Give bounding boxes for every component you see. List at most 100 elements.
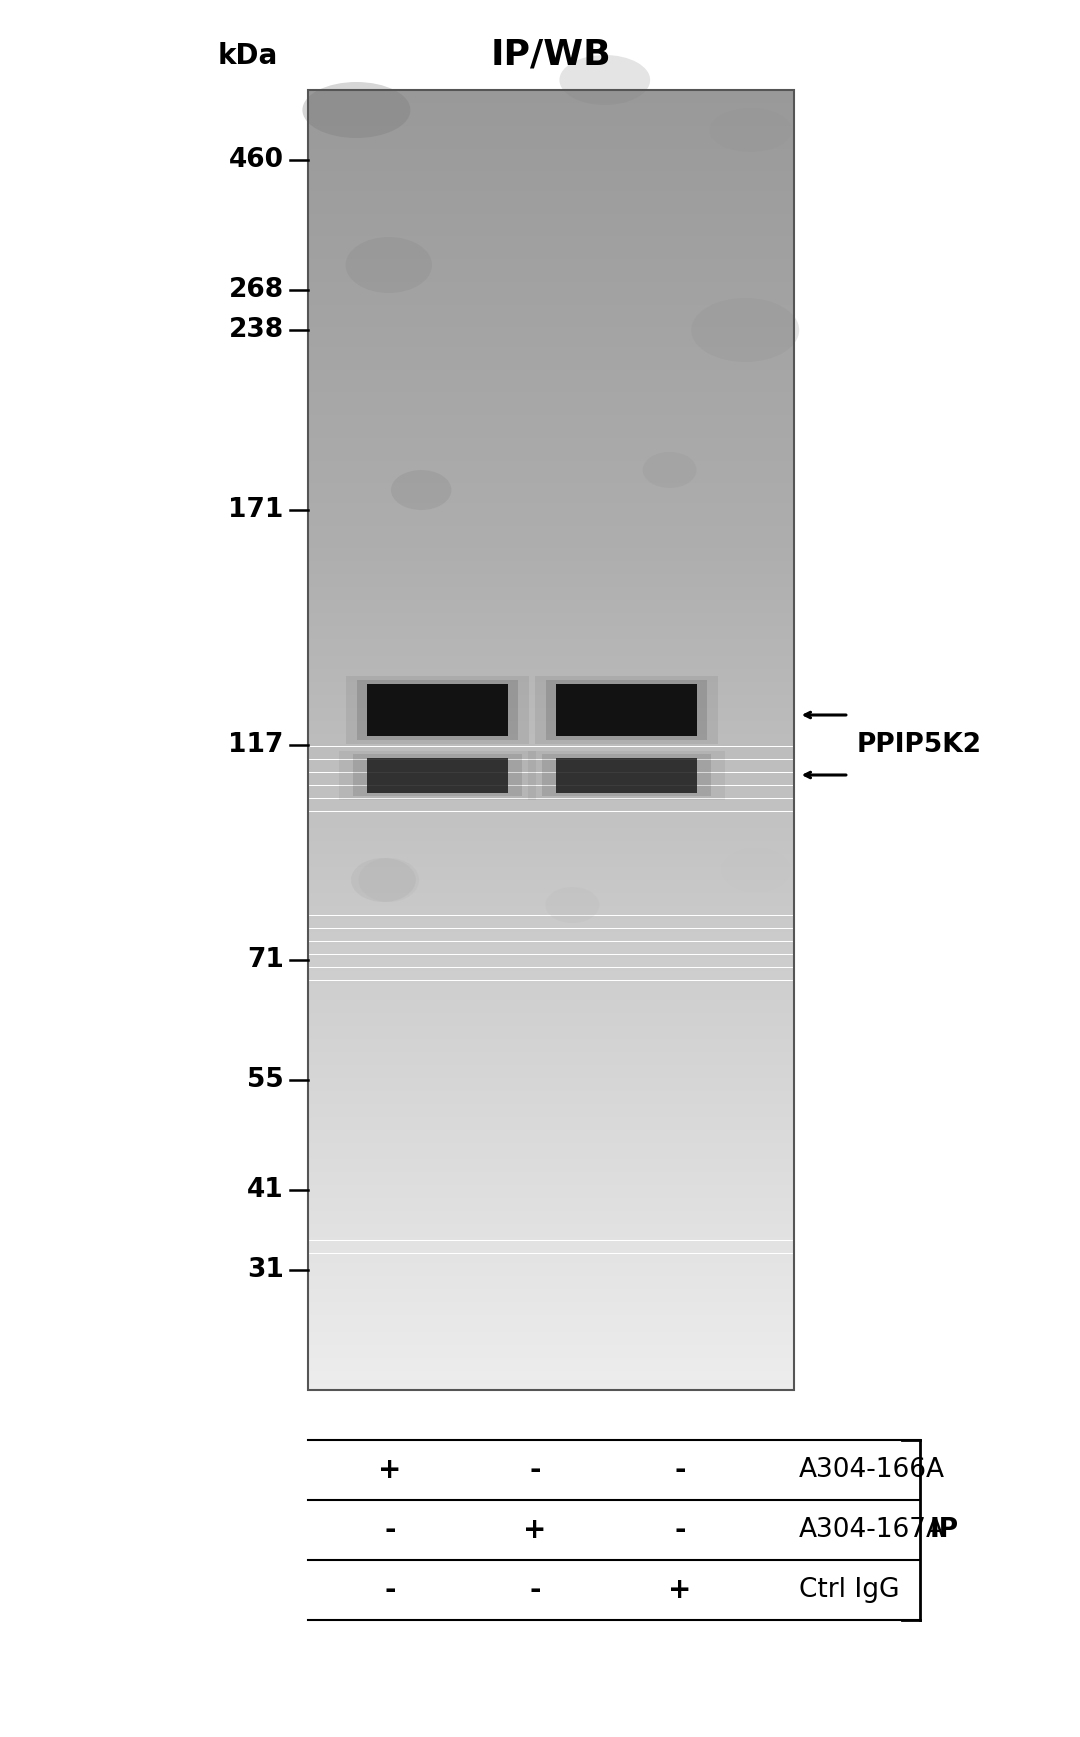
- Bar: [308, 1364, 794, 1367]
- Bar: [308, 162, 794, 165]
- Bar: [308, 1232, 794, 1233]
- Bar: [308, 1188, 794, 1192]
- Bar: [308, 915, 794, 919]
- Bar: [308, 184, 794, 188]
- Bar: [308, 987, 794, 990]
- Bar: [308, 221, 794, 224]
- Bar: [308, 848, 794, 851]
- Bar: [308, 698, 794, 702]
- Bar: [308, 200, 794, 203]
- Bar: [308, 471, 794, 474]
- Bar: [308, 203, 794, 207]
- Bar: [528, 750, 725, 799]
- Bar: [308, 799, 794, 802]
- Bar: [308, 1172, 794, 1176]
- Bar: [308, 356, 794, 360]
- Bar: [308, 627, 794, 629]
- Bar: [308, 97, 794, 99]
- Bar: [308, 624, 794, 627]
- Text: 460: 460: [229, 148, 284, 174]
- Bar: [308, 252, 794, 255]
- Bar: [308, 721, 794, 724]
- Bar: [308, 334, 794, 337]
- Bar: [308, 1202, 794, 1205]
- Bar: [308, 997, 794, 1001]
- Bar: [308, 957, 794, 961]
- Text: 41: 41: [247, 1178, 284, 1204]
- Bar: [308, 610, 794, 613]
- Bar: [308, 856, 794, 860]
- Bar: [308, 1020, 794, 1023]
- Bar: [308, 778, 794, 782]
- Bar: [308, 811, 794, 815]
- Bar: [308, 1058, 794, 1061]
- Bar: [308, 945, 794, 948]
- Bar: [308, 457, 794, 460]
- Bar: [308, 688, 794, 691]
- Bar: [308, 655, 794, 658]
- Bar: [308, 123, 794, 125]
- Bar: [308, 460, 794, 464]
- Bar: [308, 922, 794, 926]
- Bar: [308, 882, 794, 886]
- Bar: [308, 1030, 794, 1032]
- Bar: [308, 188, 794, 191]
- Bar: [308, 636, 794, 639]
- Bar: [308, 1308, 794, 1311]
- Bar: [308, 743, 794, 747]
- Bar: [308, 106, 794, 109]
- Bar: [308, 1046, 794, 1049]
- Bar: [308, 1370, 794, 1374]
- Bar: [308, 815, 794, 818]
- Ellipse shape: [643, 452, 697, 488]
- Bar: [308, 526, 794, 528]
- Bar: [308, 1282, 794, 1285]
- Bar: [308, 1263, 794, 1266]
- Bar: [308, 445, 794, 448]
- Bar: [308, 1072, 794, 1075]
- Bar: [308, 1049, 794, 1053]
- Bar: [308, 575, 794, 577]
- Bar: [308, 684, 794, 688]
- Text: -: -: [529, 1575, 541, 1603]
- Bar: [308, 1075, 794, 1079]
- Text: 171: 171: [229, 497, 284, 523]
- Bar: [308, 598, 794, 601]
- Bar: [308, 401, 794, 405]
- Bar: [308, 90, 794, 1390]
- Bar: [308, 695, 794, 698]
- Bar: [308, 1127, 794, 1131]
- Bar: [308, 974, 794, 978]
- Bar: [308, 665, 794, 669]
- Bar: [308, 512, 794, 516]
- Bar: [308, 1254, 794, 1258]
- Bar: [556, 684, 697, 736]
- Bar: [308, 426, 794, 427]
- Bar: [308, 606, 794, 610]
- Bar: [308, 226, 794, 229]
- Bar: [308, 116, 794, 120]
- Bar: [308, 142, 794, 146]
- Bar: [308, 1244, 794, 1247]
- Bar: [308, 1299, 794, 1303]
- Bar: [308, 1386, 794, 1390]
- Bar: [308, 1087, 794, 1091]
- Bar: [308, 1303, 794, 1306]
- Bar: [308, 295, 794, 299]
- Bar: [308, 860, 794, 863]
- Bar: [308, 1124, 794, 1127]
- Bar: [308, 1221, 794, 1225]
- Bar: [308, 434, 794, 438]
- Bar: [308, 476, 794, 479]
- Bar: [308, 1068, 794, 1072]
- Bar: [308, 168, 794, 172]
- Bar: [308, 301, 794, 304]
- Bar: [308, 1296, 794, 1299]
- Bar: [308, 497, 794, 500]
- Bar: [308, 1270, 794, 1273]
- Bar: [308, 1113, 794, 1117]
- Bar: [308, 1199, 794, 1202]
- Bar: [308, 818, 794, 822]
- Bar: [308, 1259, 794, 1263]
- Bar: [308, 450, 794, 453]
